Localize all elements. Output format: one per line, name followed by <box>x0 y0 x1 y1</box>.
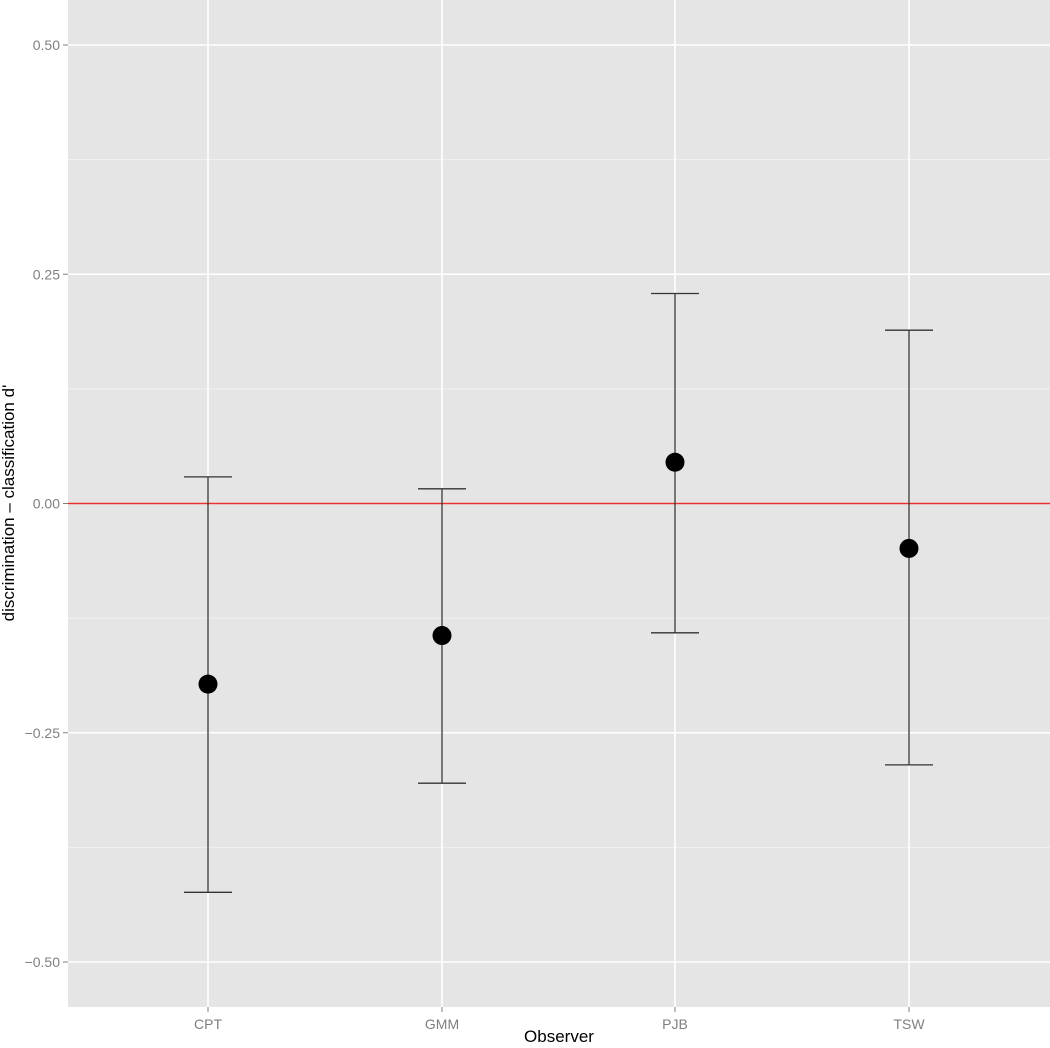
data-point-tsw <box>899 538 919 558</box>
data-point-pjb <box>665 452 685 472</box>
y-tick-label: −0.50 <box>25 954 61 970</box>
y-tick-label: 0.25 <box>33 266 60 282</box>
x-tick-label: GMM <box>425 1016 459 1032</box>
y-tick-label: −0.25 <box>25 725 61 741</box>
y-tick-label: 0.50 <box>33 37 60 53</box>
y-axis-ticks: 0.50 0.25 0.00 −0.25 −0.50 <box>25 37 68 970</box>
x-axis-title: Observer <box>524 1027 594 1046</box>
y-axis-title: discrimination – classification d' <box>0 385 18 622</box>
x-tick-label: CPT <box>194 1016 222 1032</box>
data-points <box>198 452 919 694</box>
x-tick-label: PJB <box>662 1016 688 1032</box>
y-tick-label: 0.00 <box>33 496 60 512</box>
minor-gridlines <box>68 159 1050 848</box>
x-tick-label: TSW <box>893 1016 925 1032</box>
data-point-gmm <box>432 626 452 646</box>
data-point-cpt <box>198 674 218 694</box>
x-axis-ticks: CPT GMM PJB TSW <box>194 1007 925 1032</box>
